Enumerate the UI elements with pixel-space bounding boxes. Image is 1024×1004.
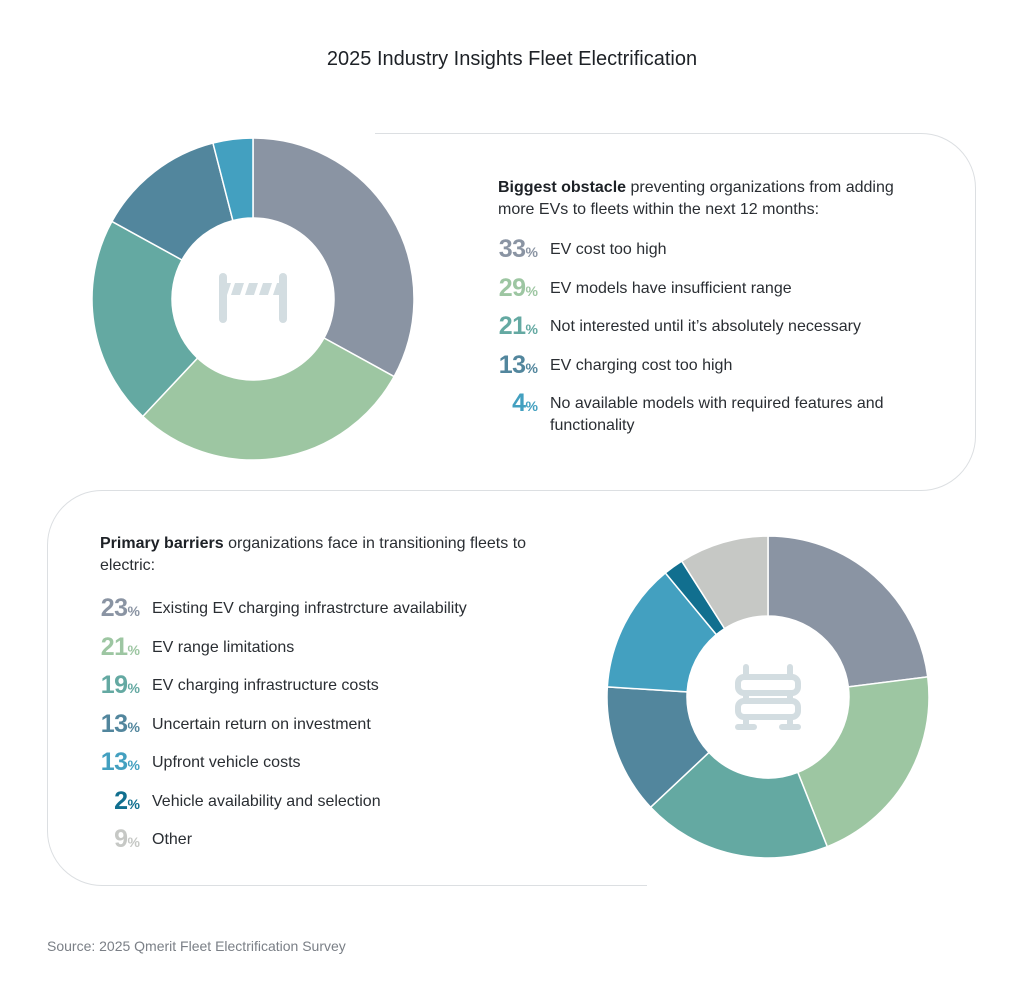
barriers-card bbox=[47, 490, 748, 886]
card-mask bbox=[647, 880, 767, 890]
legend-item: 21% EV range limitations bbox=[90, 634, 550, 673]
donut-slice bbox=[649, 751, 829, 859]
donut-slice bbox=[141, 337, 396, 461]
legend-unit: % bbox=[525, 282, 538, 299]
legend-number: 13 bbox=[100, 709, 128, 738]
legend-value: 21% bbox=[488, 313, 538, 342]
barriers-donut-chart bbox=[606, 535, 930, 859]
legend-value: 29% bbox=[488, 275, 538, 304]
legend-unit: % bbox=[525, 359, 538, 376]
legend-label: EV charging infrastructure costs bbox=[152, 677, 379, 694]
legend-unit: % bbox=[127, 718, 140, 735]
legend-item: 29% EV models have insufficient range bbox=[488, 275, 928, 314]
legend-item: 23% Existing EV charging infrastrcture av… bbox=[90, 595, 550, 634]
donut-slice bbox=[252, 137, 415, 378]
legend-number: 4 bbox=[512, 389, 526, 417]
barriers-intro: Primary barriers organizations face in t… bbox=[100, 533, 530, 577]
legend-item: 9% Other bbox=[90, 826, 550, 865]
legend-item: 4% No available models with required feat… bbox=[488, 390, 928, 437]
legend-number: 9 bbox=[114, 825, 128, 853]
legend-unit: % bbox=[127, 834, 140, 850]
obstacle-intro-text: preventing organizations from adding mor… bbox=[498, 179, 894, 218]
legend-item: 21% Not interested until it’s absolutely … bbox=[488, 313, 928, 352]
legend-label: EV cost too high bbox=[550, 241, 667, 258]
legend-number: 13 bbox=[100, 748, 128, 776]
obstacle-donut-chart bbox=[91, 137, 415, 461]
legend-label: Vehicle availability and selection bbox=[152, 792, 381, 810]
source-note: Source: 2025 Qmerit Fleet Electrificatio… bbox=[47, 938, 346, 954]
obstacle-intro: Biggest obstacle preventing organization… bbox=[498, 177, 918, 221]
legend-unit: % bbox=[127, 757, 140, 773]
legend-item: 33% EV cost too high bbox=[488, 236, 928, 275]
legend-item: 13% EV charging cost too high bbox=[488, 352, 928, 391]
legend-unit: % bbox=[127, 680, 140, 696]
legend-value: 21% bbox=[90, 634, 140, 663]
barriers-intro-bold: Primary barriers bbox=[100, 535, 224, 552]
obstacle-intro-bold: Biggest obstacle bbox=[498, 179, 627, 196]
legend-value: 23% bbox=[90, 595, 140, 624]
legend-value: 13% bbox=[90, 749, 140, 778]
legend-number: 13 bbox=[498, 350, 526, 379]
legend-unit: % bbox=[525, 321, 538, 337]
legend-number: 19 bbox=[100, 671, 128, 699]
legend-number: 21 bbox=[100, 632, 128, 661]
legend-value: 9% bbox=[90, 826, 140, 855]
legend-label: Other bbox=[152, 831, 193, 848]
legend-item: 13% Upfront vehicle costs bbox=[90, 749, 550, 788]
legend-label: Not interested until it’s absolutely nec… bbox=[550, 318, 861, 335]
legend-value: 33% bbox=[488, 236, 538, 265]
legend-label: EV charging cost too high bbox=[550, 356, 733, 374]
legend-value: 2% bbox=[90, 788, 140, 817]
legend-unit: % bbox=[127, 603, 140, 619]
barriers-legend: 23% Existing EV charging infrastrcture av… bbox=[90, 595, 550, 865]
legend-unit: % bbox=[127, 641, 140, 658]
legend-number: 33 bbox=[498, 235, 526, 263]
barricade-icon bbox=[735, 664, 801, 730]
road-barrier-icon bbox=[219, 273, 287, 323]
legend-unit: % bbox=[127, 795, 140, 812]
legend-label: Uncertain return on investment bbox=[152, 715, 371, 733]
donut-slice bbox=[796, 675, 930, 848]
legend-number: 29 bbox=[498, 273, 526, 302]
legend-number: 21 bbox=[498, 312, 526, 340]
obstacle-legend: 33% EV cost too high 29% EV models have ins… bbox=[488, 236, 928, 437]
donut-slice bbox=[767, 535, 929, 688]
donut-slice bbox=[680, 535, 769, 630]
legend-label: Existing EV charging infrastrcture avail… bbox=[152, 600, 467, 617]
legend-label: Upfront vehicle costs bbox=[152, 754, 301, 771]
legend-label: EV models have insufficient range bbox=[550, 279, 792, 297]
legend-value: 19% bbox=[90, 672, 140, 701]
legend-unit: % bbox=[525, 398, 538, 414]
legend-label: EV range limitations bbox=[152, 638, 295, 656]
page-title: 2025 Industry Insights Fleet Electrifica… bbox=[326, 48, 698, 70]
legend-unit: % bbox=[525, 244, 538, 260]
legend-value: 13% bbox=[90, 711, 140, 740]
legend-item: 13% Uncertain return on investment bbox=[90, 711, 550, 750]
donut-slice bbox=[91, 220, 199, 418]
barriers-intro-text: organizations face in transitioning flee… bbox=[100, 535, 527, 574]
legend-value: 4% bbox=[488, 390, 538, 419]
legend-value: 13% bbox=[488, 352, 538, 381]
donut-slice bbox=[212, 137, 254, 222]
legend-number: 2 bbox=[114, 786, 128, 815]
legend-item: 2% Vehicle availability and selection bbox=[90, 788, 550, 827]
legend-number: 23 bbox=[100, 594, 128, 622]
legend-item: 19% EV charging infrastructure costs bbox=[90, 672, 550, 711]
legend-label: No available models with required featur… bbox=[550, 395, 884, 434]
